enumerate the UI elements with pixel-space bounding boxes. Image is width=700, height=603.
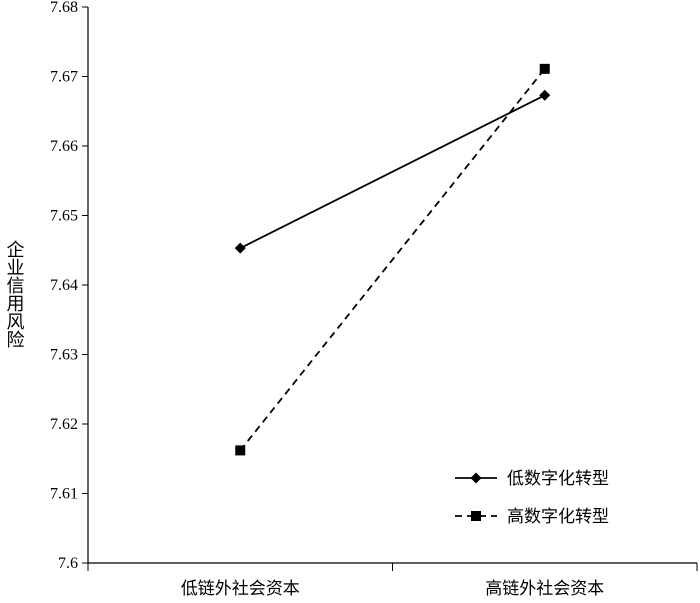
legend-marker — [470, 472, 482, 484]
y-tick-label: 7.65 — [50, 208, 78, 225]
y-tick-label: 7.62 — [50, 416, 78, 433]
series-0 — [234, 89, 551, 254]
legend-label: 高数字化转型 — [507, 507, 609, 527]
x-axis-ticks: 低链外社会资本 高链外社会资本 — [87, 563, 698, 599]
data-point — [539, 89, 551, 101]
y-axis-label: 企业信用风险 — [4, 240, 25, 348]
data-point — [539, 63, 550, 74]
y-tick-label: 7.66 — [50, 138, 78, 155]
y-axis-ticks: 7.6 7.61 7.62 7.63 7.64 7.65 7.66 7.67 7.68 — [50, 0, 88, 572]
y-tick-label: 7.68 — [50, 0, 78, 16]
y-tick-label: 7.6 — [58, 555, 78, 572]
data-point — [235, 445, 246, 456]
y-tick-label: 7.64 — [50, 277, 78, 294]
data-point — [234, 242, 246, 254]
series-line — [239, 94, 546, 249]
y-tick-label: 7.61 — [50, 486, 78, 503]
legend-label: 低数字化转型 — [507, 469, 609, 489]
series-1 — [235, 63, 550, 456]
legend-marker — [471, 511, 481, 521]
series-line — [239, 68, 546, 451]
series-layer — [234, 63, 551, 456]
y-tick-label: 7.67 — [50, 69, 78, 86]
x-category-label: 高链外社会资本 — [485, 579, 604, 599]
y-tick-label: 7.63 — [50, 347, 78, 364]
x-category-label: 低链外社会资本 — [181, 579, 300, 599]
